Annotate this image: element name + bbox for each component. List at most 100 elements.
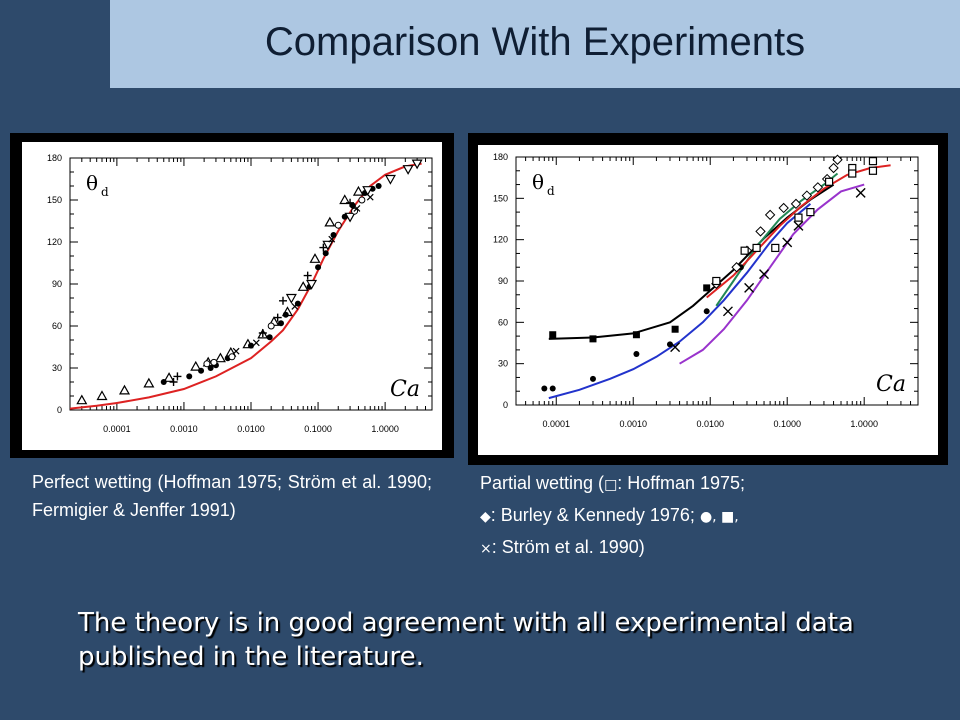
x-tick-label: 0.0010 bbox=[170, 424, 198, 434]
data-point bbox=[358, 196, 366, 204]
data-point bbox=[366, 193, 374, 201]
theory-curve bbox=[69, 162, 422, 410]
data-point bbox=[291, 302, 299, 310]
data-point bbox=[346, 198, 355, 207]
chart-left: 0.0001 0.0010 0.0100 0.1000 1.0000 0 30 60 90 120… bbox=[22, 142, 442, 450]
data-point bbox=[794, 213, 803, 222]
data-point bbox=[402, 165, 414, 175]
theory-curve bbox=[548, 203, 812, 400]
y-tick-label: 180 bbox=[47, 153, 62, 163]
data-point bbox=[306, 279, 318, 290]
title-bar: Comparison With Experiments bbox=[110, 0, 960, 88]
data-point bbox=[703, 308, 710, 315]
data-point bbox=[266, 334, 273, 341]
data-point bbox=[297, 281, 309, 291]
data-point bbox=[96, 390, 108, 401]
data-point bbox=[793, 220, 804, 231]
data-point bbox=[258, 329, 267, 337]
data-point bbox=[633, 351, 640, 358]
circle-square-symbols: ●, ■, bbox=[699, 509, 739, 525]
data-point bbox=[790, 198, 802, 210]
chart-panel-left: 0.0001 0.0010 0.0100 0.1000 1.0000 0 30 60 90 120… bbox=[10, 133, 454, 458]
y-axis-label-subscript: d bbox=[101, 185, 109, 199]
slide-title: Comparison With Experiments bbox=[264, 20, 806, 64]
data-point bbox=[712, 276, 721, 286]
data-point bbox=[362, 186, 374, 196]
data-point bbox=[671, 325, 679, 333]
y-tick-label: 60 bbox=[52, 321, 62, 331]
x-tick-label: 0.0001 bbox=[103, 424, 131, 434]
data-point bbox=[322, 250, 329, 257]
y-tick-label: 120 bbox=[47, 237, 62, 247]
data-point bbox=[703, 284, 711, 292]
data-point bbox=[589, 375, 596, 382]
diamond-symbol: ◆ bbox=[480, 509, 491, 525]
data-point bbox=[759, 269, 770, 280]
data-point bbox=[198, 367, 205, 374]
data-point bbox=[315, 264, 322, 271]
data-point bbox=[163, 372, 175, 382]
x-axis-label: Ca bbox=[876, 372, 906, 397]
data-point bbox=[832, 154, 843, 165]
data-point bbox=[740, 246, 749, 255]
data-point bbox=[541, 385, 548, 392]
data-point bbox=[812, 182, 824, 193]
data-point bbox=[632, 331, 640, 339]
x-axis-label: Ca bbox=[390, 377, 420, 402]
x-tick-label: 0.0001 bbox=[542, 419, 570, 429]
data-point bbox=[210, 358, 218, 366]
data-point bbox=[277, 320, 284, 327]
data-point bbox=[855, 187, 866, 198]
y-tick-label: 0 bbox=[503, 400, 508, 410]
data-point bbox=[549, 331, 557, 339]
x-tick-label: 1.0000 bbox=[371, 424, 399, 434]
data-point bbox=[384, 174, 396, 185]
data-point bbox=[267, 322, 275, 330]
data-point bbox=[282, 311, 289, 318]
x-tick-label: 0.0100 bbox=[696, 419, 724, 429]
y-tick-label: 180 bbox=[493, 152, 508, 162]
data-point bbox=[848, 169, 857, 178]
y-tick-label: 90 bbox=[52, 279, 62, 289]
data-point bbox=[322, 240, 334, 251]
caption-perfect-wetting: Perfect wetting (Hoffman 1975; Ström et … bbox=[32, 472, 432, 520]
data-point bbox=[868, 157, 878, 166]
caption-line-2: ◆: Burley & Kennedy 1976; ●, ■, bbox=[480, 505, 739, 525]
data-point bbox=[278, 296, 287, 305]
data-point bbox=[160, 379, 167, 385]
conclusion-text: The theory is in good agreement with all… bbox=[78, 608, 854, 672]
data-point bbox=[169, 378, 178, 386]
caption-partial-wetting: Partial wetting (□: Hoffman 1975; ◆: Bur… bbox=[480, 468, 880, 564]
data-point bbox=[173, 372, 182, 381]
data-point bbox=[344, 212, 356, 223]
data-point bbox=[782, 237, 793, 248]
data-point bbox=[232, 347, 240, 355]
data-point bbox=[118, 384, 131, 395]
data-point bbox=[670, 342, 681, 353]
data-point bbox=[334, 221, 342, 229]
y-tick-label: 30 bbox=[498, 359, 508, 369]
y-tick-label: 60 bbox=[498, 317, 508, 327]
data-point bbox=[752, 243, 761, 253]
data-point bbox=[309, 253, 321, 263]
theory-curve bbox=[548, 183, 835, 340]
x-tick-label: 0.1000 bbox=[773, 419, 801, 429]
x-tick-label: 1.0000 bbox=[850, 419, 878, 429]
data-point bbox=[303, 271, 312, 280]
y-tick-label: 30 bbox=[52, 363, 62, 373]
cross-symbol: × bbox=[480, 541, 492, 557]
data-point bbox=[203, 360, 211, 368]
data-point bbox=[190, 360, 202, 371]
y-tick-label: 120 bbox=[493, 235, 508, 245]
open-square-symbol: □ bbox=[604, 477, 618, 493]
data-point bbox=[375, 183, 382, 189]
y-tick-label: 0 bbox=[57, 405, 62, 415]
data-point bbox=[755, 226, 766, 237]
data-point bbox=[248, 342, 254, 349]
data-point bbox=[319, 243, 328, 252]
data-point bbox=[252, 339, 260, 347]
x-tick-label: 0.1000 bbox=[304, 424, 332, 434]
data-point bbox=[411, 159, 423, 170]
data-point bbox=[76, 394, 88, 405]
data-point bbox=[186, 373, 193, 380]
